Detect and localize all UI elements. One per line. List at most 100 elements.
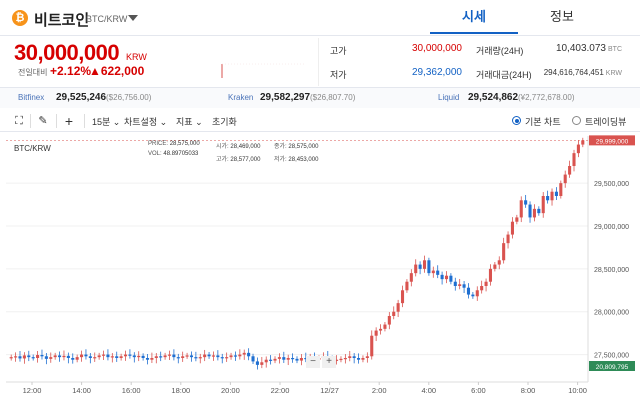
basic-chart-label[interactable]: 기본 차트 [525,117,561,127]
candle-body [304,358,308,360]
candle-body [568,166,572,175]
exchange-sub-kraken: ($26,807.70) [310,93,356,102]
x-tick-label: 16:00 [122,386,141,395]
low-price-tag-label: 20,809,795 [596,364,629,371]
tradingview-label[interactable]: 트레이딩뷰 [585,117,627,127]
candle-body [123,354,128,357]
exchange-name-bitfinex: Bitfinex [18,93,45,102]
candlestick-chart[interactable]: 29,500,000 29,000,000 28,500,000 28,000,000… [0,134,640,400]
candle-body [233,355,237,357]
interval-select[interactable]: 15분 ⌄ [92,117,121,127]
tradingview-radio[interactable] [572,116,581,125]
indicators-menu[interactable]: 지표 ⌄ [176,117,203,127]
tab-quote[interactable]: 시세 [430,0,518,34]
stats-divider [318,38,319,86]
candle-body [44,356,48,359]
candle-body [370,335,374,357]
candle-body [273,358,277,361]
volume-value: 10,403.073 BTC [555,43,622,54]
candle-body [277,357,281,359]
x-tick-label: 2:00 [372,386,387,395]
candle-body [484,281,488,286]
exchange-sub-liquid: (¥2,772,678.00) [518,93,575,102]
candle-body [532,208,536,218]
candle-body [365,356,369,358]
candle-body [488,268,493,282]
candle-body [414,264,418,274]
zoom-out-button[interactable]: − [306,356,320,368]
candle-body [291,358,295,360]
x-tick-label: 6:00 [471,386,486,395]
amount-value: 294,616,764,451 KRW [543,68,622,77]
candle-body [216,355,220,358]
chart-pair-label: BTC/KRW [14,144,51,153]
candle-body [189,355,194,358]
candle-body [154,356,158,358]
x-tick-label: 4:00 [421,386,436,395]
pencil-icon[interactable]: ✎ [38,115,48,127]
candle-body [119,356,123,358]
candle-body [31,357,35,359]
candle-body [36,355,40,358]
candle-body [458,284,462,286]
candle-body [427,260,431,274]
candle-body [58,355,62,358]
zoom-in-button[interactable]: + [322,356,336,368]
low-value: 29,362,000 [411,67,462,78]
candle-body [519,200,523,218]
bitcoin-logo-icon: ₿ [12,10,28,26]
x-tick-label: 22:00 [271,386,290,395]
change-percent: +2.12% [50,64,92,78]
candle-body [110,356,114,358]
candle-body [137,355,141,358]
current-price: 30,000,000 [14,40,120,65]
candle-body [581,140,585,145]
chart-settings-menu[interactable]: 차트설정 ⌄ [124,117,168,127]
x-tick-label: 12:00 [23,386,42,395]
candle-body [163,355,167,358]
candle-body [93,357,97,359]
candle-body [198,357,202,359]
candle-body [9,357,13,359]
candle-body [269,359,273,361]
candle-body [396,303,400,312]
candle-body [260,362,264,365]
candle-body [229,355,233,358]
candle-body [295,358,299,361]
x-tick-label: 14:00 [72,386,91,395]
candle-body [502,243,506,261]
candle-body [14,356,18,358]
high-label: 고가 [330,46,347,56]
candle-body [176,357,180,359]
candle-body [282,357,286,360]
candle-body [475,290,479,297]
candle-body [167,354,172,356]
candle-body [207,354,211,357]
candle-body [576,144,580,154]
crosshair-icon[interactable]: + [64,113,74,129]
y-tick-label: 29,000,000 [594,224,629,231]
candle-body [422,260,427,269]
reset-button[interactable]: 초기화 [212,117,237,127]
prev-day-label: 전일대비 [18,68,48,77]
basic-chart-radio[interactable] [512,116,521,125]
candle-body [53,355,57,358]
coin-select-caret-icon[interactable] [128,15,138,21]
candle-body [88,356,92,358]
chart-toolbar: ⛶ ✎ + 15분 ⌄ 차트설정 ⌄ 지표 ⌄ 초기화 기본 차트 트레이딩뷰 [0,110,640,132]
tab-info[interactable]: 정보 [550,9,574,24]
candle-body [466,287,471,295]
candle-body [132,355,136,358]
candle-body [379,328,383,331]
candle-body [537,208,541,214]
candle-body [541,196,545,214]
x-tick-label: 20:00 [221,386,240,395]
candle-body [159,356,163,358]
y-tick-label: 28,500,000 [594,267,629,274]
candle-body [62,355,66,358]
candle-body [66,355,70,358]
fullscreen-icon[interactable]: ⛶ [15,115,23,127]
candle-body [172,354,176,358]
amount-label: 거래대금(24H) [476,70,532,80]
current-price-tag [589,135,635,146]
